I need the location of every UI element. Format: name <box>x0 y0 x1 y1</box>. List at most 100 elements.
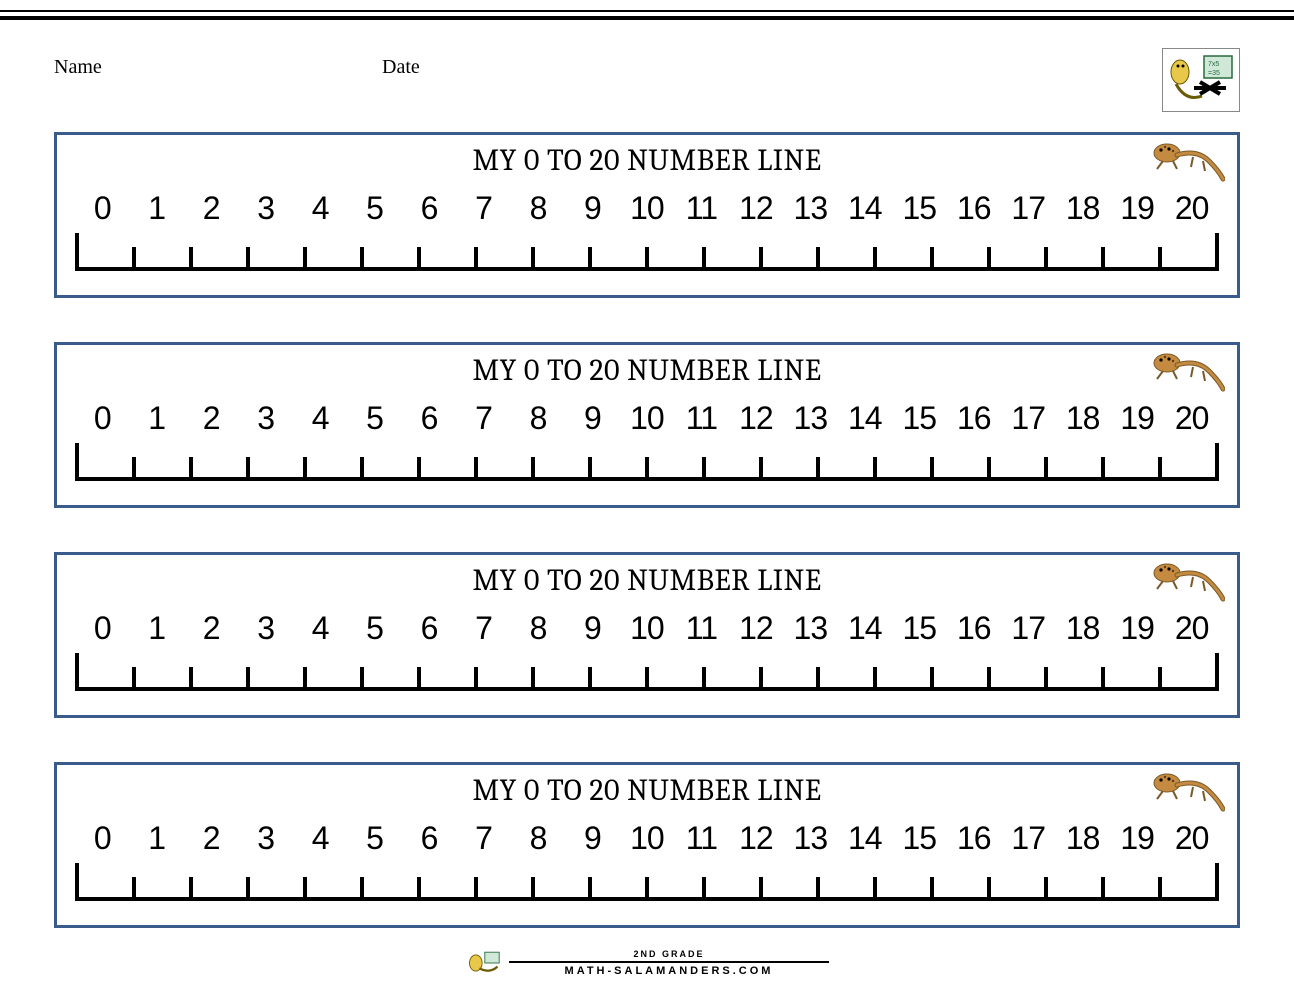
number-label: 19 <box>1110 610 1164 647</box>
tick-mark <box>360 667 364 691</box>
tick-mark <box>303 667 307 691</box>
number-label: 5 <box>347 820 401 857</box>
number-label: 20 <box>1164 820 1218 857</box>
number-label: 19 <box>1110 400 1164 437</box>
number-label: 6 <box>402 190 456 227</box>
tick-mark <box>1158 247 1162 271</box>
number-label: 7 <box>456 610 510 647</box>
footer-line-2: MATH-SALAMANDERS.COM <box>509 965 829 977</box>
number-label: 14 <box>838 400 892 437</box>
number-label: 7 <box>456 190 510 227</box>
number-label: 8 <box>511 190 565 227</box>
strip-title: MY 0 TO 20 NUMBER LINE <box>71 563 1223 598</box>
tick-mark <box>474 667 478 691</box>
number-label: 18 <box>1055 400 1109 437</box>
number-label: 18 <box>1055 190 1109 227</box>
number-line-strip: MY 0 TO 20 NUMBER LINE012345678910111213… <box>54 552 1240 718</box>
tick-mark <box>588 877 592 901</box>
tick-mark <box>75 653 79 691</box>
tick-mark <box>75 233 79 271</box>
footer-rule <box>509 961 829 963</box>
tick-mark <box>873 247 877 271</box>
number-label: 13 <box>783 610 837 647</box>
number-label: 20 <box>1164 400 1218 437</box>
tick-mark <box>189 457 193 481</box>
number-label: 18 <box>1055 610 1109 647</box>
tick-mark <box>189 667 193 691</box>
tick-mark <box>930 667 934 691</box>
number-label: 4 <box>293 190 347 227</box>
tick-mark <box>816 877 820 901</box>
number-label: 1 <box>129 400 183 437</box>
number-label: 1 <box>129 820 183 857</box>
number-label: 19 <box>1110 820 1164 857</box>
number-label: 12 <box>729 610 783 647</box>
tick-mark <box>531 877 535 901</box>
salamander-icon <box>1145 139 1225 183</box>
tick-mark <box>1158 667 1162 691</box>
top-rule-thin <box>0 10 1294 12</box>
number-label: 8 <box>511 820 565 857</box>
tick-mark <box>531 457 535 481</box>
ticks-row <box>77 439 1217 481</box>
tick-mark <box>1101 877 1105 901</box>
tick-mark <box>1044 247 1048 271</box>
number-line-strip: MY 0 TO 20 NUMBER LINE012345678910111213… <box>54 132 1240 298</box>
tick-mark <box>645 667 649 691</box>
tick-mark <box>417 877 421 901</box>
tick-mark <box>189 247 193 271</box>
number-label: 13 <box>783 820 837 857</box>
tick-mark <box>303 247 307 271</box>
number-label: 17 <box>1001 610 1055 647</box>
tick-mark <box>588 247 592 271</box>
tick-mark <box>987 457 991 481</box>
number-label: 4 <box>293 610 347 647</box>
tick-mark <box>873 457 877 481</box>
tick-mark <box>1101 667 1105 691</box>
tick-mark <box>645 877 649 901</box>
tick-mark <box>474 457 478 481</box>
tick-mark <box>360 247 364 271</box>
tick-mark <box>588 457 592 481</box>
number-label: 17 <box>1001 400 1055 437</box>
number-label: 15 <box>892 820 946 857</box>
number-line-strip: MY 0 TO 20 NUMBER LINE012345678910111213… <box>54 762 1240 928</box>
number-label: 0 <box>75 190 129 227</box>
numbers-row: 01234567891011121314151617181920 <box>71 610 1223 647</box>
ticks-row <box>77 859 1217 901</box>
number-label: 5 <box>347 400 401 437</box>
number-label: 16 <box>947 610 1001 647</box>
tick-mark <box>246 877 250 901</box>
number-label: 6 <box>402 400 456 437</box>
number-label: 10 <box>620 190 674 227</box>
tick-mark <box>531 667 535 691</box>
svg-text:7x5: 7x5 <box>1208 61 1219 68</box>
ticks-row <box>77 649 1217 691</box>
tick-mark <box>1044 457 1048 481</box>
tick-mark <box>1101 457 1105 481</box>
tick-mark <box>246 247 250 271</box>
footer-salamander-icon <box>465 949 501 977</box>
number-label: 3 <box>238 820 292 857</box>
number-label: 8 <box>511 610 565 647</box>
tick-mark <box>360 457 364 481</box>
tick-mark <box>246 667 250 691</box>
tick-mark <box>759 877 763 901</box>
tick-mark <box>132 247 136 271</box>
tick-mark <box>816 667 820 691</box>
worksheet-footer: 2ND GRADE MATH-SALAMANDERS.COM <box>0 949 1294 982</box>
tick-mark <box>873 877 877 901</box>
tick-mark <box>474 247 478 271</box>
number-label: 13 <box>783 400 837 437</box>
number-label: 12 <box>729 820 783 857</box>
number-label: 0 <box>75 820 129 857</box>
number-label: 14 <box>838 610 892 647</box>
number-label: 16 <box>947 400 1001 437</box>
number-label: 11 <box>674 400 728 437</box>
number-label: 14 <box>838 190 892 227</box>
number-label: 19 <box>1110 190 1164 227</box>
number-label: 18 <box>1055 820 1109 857</box>
number-label: 6 <box>402 610 456 647</box>
number-label: 4 <box>293 400 347 437</box>
strip-title: MY 0 TO 20 NUMBER LINE <box>71 773 1223 808</box>
